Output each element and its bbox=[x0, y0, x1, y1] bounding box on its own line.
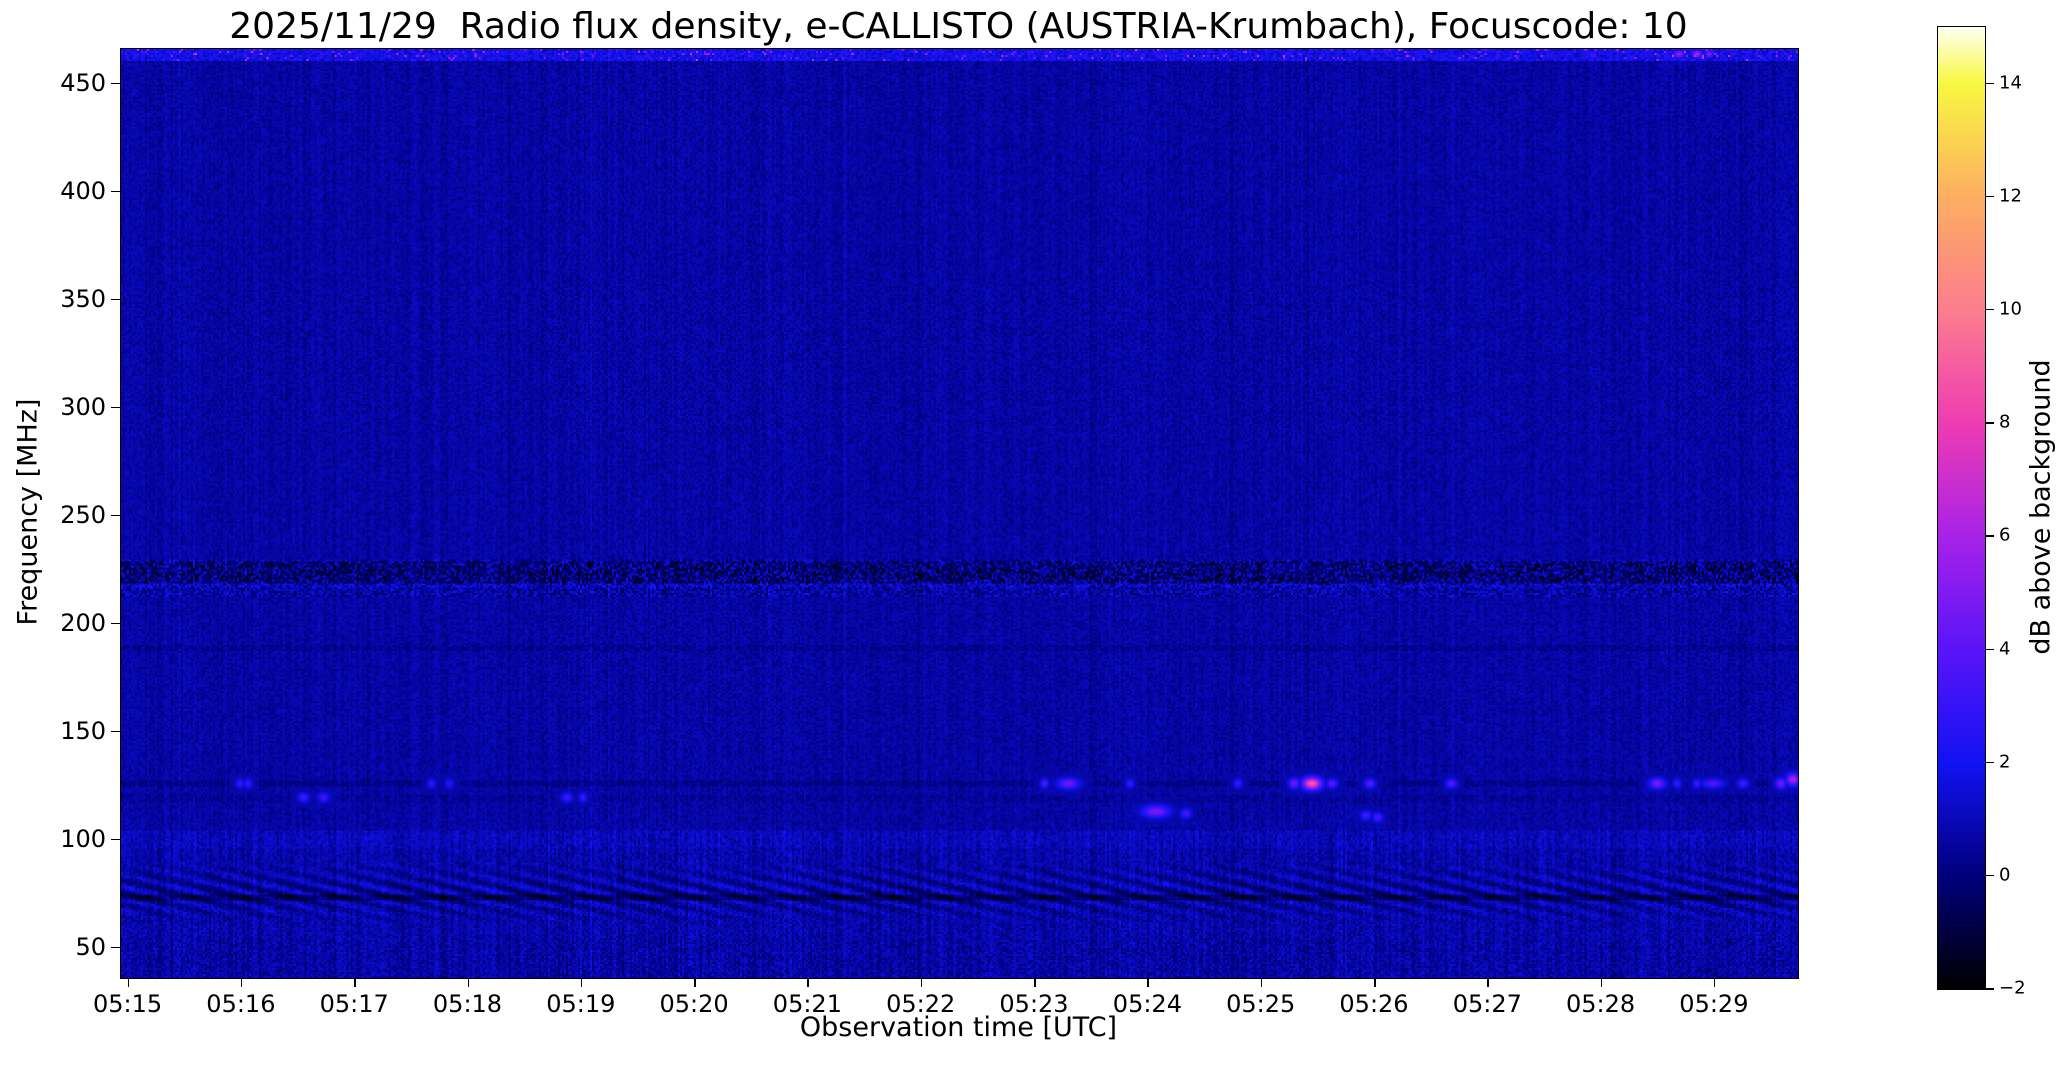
colorbar-tick-mark bbox=[1986, 308, 1994, 311]
colorbar bbox=[1937, 26, 1986, 990]
y-tick-mark bbox=[111, 514, 120, 517]
colorbar-tick-mark bbox=[1986, 422, 1994, 424]
x-tick-mark bbox=[1487, 978, 1489, 987]
x-tick-mark bbox=[467, 978, 469, 987]
colorbar-tick-mark bbox=[1986, 82, 1994, 85]
colorbar-tick-mark bbox=[1986, 988, 1994, 990]
x-tick-mark bbox=[1147, 978, 1149, 987]
x-tick-label: 05:15 bbox=[93, 990, 163, 1018]
colorbar-tick-label: −2 bbox=[1999, 977, 2026, 999]
x-tick-label: 05:29 bbox=[1679, 990, 1749, 1018]
x-tick-label: 05:25 bbox=[1226, 990, 1296, 1018]
y-tick-label: 200 bbox=[60, 608, 106, 637]
colorbar-tick-label: 6 bbox=[1999, 524, 2011, 546]
x-tick-label: 05:23 bbox=[999, 990, 1069, 1018]
x-tick-mark bbox=[127, 978, 130, 987]
y-tick-label: 350 bbox=[60, 284, 106, 313]
y-axis-label: Frequency [MHz] bbox=[12, 398, 44, 626]
colorbar-tick-mark bbox=[1986, 761, 1994, 764]
x-tick-mark bbox=[1713, 978, 1716, 987]
y-tick-label: 150 bbox=[60, 716, 106, 745]
x-tick-label: 05:21 bbox=[772, 990, 842, 1018]
y-tick-mark bbox=[111, 298, 120, 301]
x-tick-label: 05:20 bbox=[659, 990, 729, 1018]
x-tick-mark bbox=[1374, 978, 1376, 987]
x-tick-label: 05:28 bbox=[1566, 990, 1636, 1018]
colorbar-tick-label: 8 bbox=[1999, 411, 2011, 433]
x-tick-mark bbox=[920, 978, 923, 987]
x-tick-mark bbox=[240, 978, 243, 987]
x-tick-label: 05:16 bbox=[206, 990, 276, 1018]
y-tick-mark bbox=[111, 190, 120, 193]
x-tick-mark bbox=[354, 978, 356, 987]
x-tick-label: 05:22 bbox=[886, 990, 956, 1018]
y-tick-mark bbox=[111, 946, 120, 949]
y-tick-label: 400 bbox=[60, 176, 106, 205]
y-tick-label: 300 bbox=[60, 392, 106, 421]
x-tick-label: 05:24 bbox=[1112, 990, 1182, 1018]
plot-area bbox=[120, 48, 1799, 979]
colorbar-tick-mark bbox=[1986, 648, 1994, 650]
colorbar-label: dB above background bbox=[2025, 359, 2057, 655]
x-tick-mark bbox=[1600, 978, 1603, 987]
colorbar-tick-mark bbox=[1986, 195, 1994, 198]
y-tick-mark bbox=[111, 82, 120, 85]
y-tick-label: 100 bbox=[60, 824, 106, 853]
x-tick-mark bbox=[807, 978, 809, 987]
x-tick-label: 05:17 bbox=[319, 990, 389, 1018]
x-tick-mark bbox=[580, 978, 583, 987]
colorbar-tick-label: 14 bbox=[1999, 72, 2022, 94]
colorbar-tick-label: 0 bbox=[1999, 864, 2011, 886]
spectrogram-canvas bbox=[121, 49, 1798, 978]
x-tick-label: 05:26 bbox=[1339, 990, 1409, 1018]
chart-title: 2025/11/29 Radio flux density, e-CALLIST… bbox=[229, 6, 1688, 47]
x-tick-label: 05:18 bbox=[432, 990, 503, 1018]
colorbar-tick-mark bbox=[1986, 535, 1994, 537]
x-tick-mark bbox=[1034, 978, 1036, 987]
x-tick-mark bbox=[1260, 978, 1263, 987]
x-axis-label: Observation time [UTC] bbox=[799, 1012, 1118, 1043]
colorbar-tick-label: 4 bbox=[1999, 638, 2011, 659]
y-tick-label: 50 bbox=[75, 932, 106, 961]
x-tick-label: 05:27 bbox=[1452, 990, 1522, 1018]
colorbar-tick-label: 10 bbox=[1999, 298, 2022, 320]
y-tick-mark bbox=[111, 730, 120, 733]
x-tick-label: 05:19 bbox=[546, 990, 616, 1018]
colorbar-tick-mark bbox=[1986, 874, 1994, 877]
y-tick-label: 450 bbox=[60, 68, 106, 97]
colorbar-tick-label: 2 bbox=[1999, 751, 2011, 773]
x-tick-mark bbox=[694, 978, 696, 987]
y-tick-mark bbox=[111, 622, 120, 625]
y-tick-label: 250 bbox=[60, 500, 106, 529]
colorbar-tick-label: 12 bbox=[1999, 185, 2022, 207]
y-tick-mark bbox=[111, 406, 120, 409]
y-tick-mark bbox=[111, 838, 120, 841]
